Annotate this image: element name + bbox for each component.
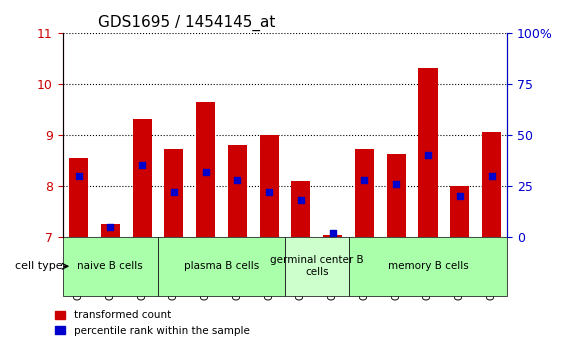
Bar xyxy=(387,154,406,237)
FancyBboxPatch shape xyxy=(285,237,349,296)
Point xyxy=(392,181,401,187)
Bar xyxy=(260,135,279,237)
Bar xyxy=(419,68,437,237)
FancyBboxPatch shape xyxy=(62,237,158,296)
Point xyxy=(360,177,369,183)
Bar xyxy=(196,101,215,237)
Text: naive B cells: naive B cells xyxy=(77,261,143,271)
Point xyxy=(169,189,178,195)
Bar xyxy=(482,132,501,237)
Text: GDS1695 / 1454145_at: GDS1695 / 1454145_at xyxy=(98,15,275,31)
Point xyxy=(137,163,147,168)
Bar xyxy=(228,145,247,237)
Bar xyxy=(355,149,374,237)
Point xyxy=(74,173,83,178)
Point xyxy=(233,177,242,183)
Point xyxy=(265,189,274,195)
Bar xyxy=(291,181,311,237)
Text: memory B cells: memory B cells xyxy=(387,261,469,271)
Bar xyxy=(69,158,88,237)
Point xyxy=(487,173,496,178)
Bar xyxy=(132,119,152,237)
Text: germinal center B
cells: germinal center B cells xyxy=(270,256,364,277)
Point xyxy=(423,152,432,158)
Bar xyxy=(101,224,120,237)
Bar xyxy=(450,186,469,237)
Text: plasma B cells: plasma B cells xyxy=(184,261,259,271)
Point xyxy=(455,194,464,199)
FancyBboxPatch shape xyxy=(158,237,285,296)
Point xyxy=(296,197,306,203)
Bar xyxy=(164,149,183,237)
Point xyxy=(201,169,210,174)
Text: cell type: cell type xyxy=(15,261,62,271)
Point xyxy=(106,224,115,230)
Bar xyxy=(323,235,342,237)
FancyBboxPatch shape xyxy=(349,237,507,296)
Point xyxy=(328,230,337,236)
Legend: transformed count, percentile rank within the sample: transformed count, percentile rank withi… xyxy=(51,306,253,340)
